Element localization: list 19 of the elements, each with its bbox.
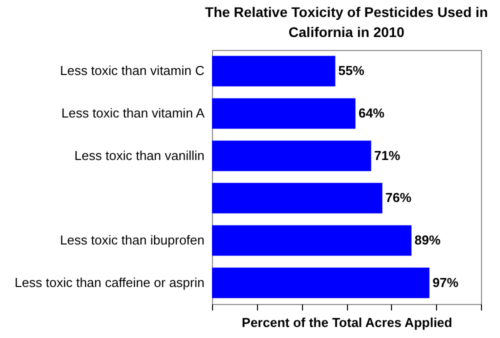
bar — [212, 56, 336, 86]
chart-title: The Relative Toxicity of Pesticides Used in California in 2010 — [205, 4, 488, 40]
y-tick-label: Less toxic than vitamin C — [60, 63, 204, 78]
data-label: 97% — [432, 274, 459, 290]
x-axis-title: Percent of the Total Acres Applied — [242, 315, 452, 330]
data-label: 76% — [385, 190, 412, 206]
bar — [212, 268, 430, 298]
data-label: 71% — [374, 148, 401, 163]
bar — [212, 225, 412, 256]
bar — [212, 182, 382, 214]
y-tick-label: Less toxic than vitamin A — [61, 106, 205, 120]
y-tick-label: Less toxic than ibuprofen — [60, 232, 204, 248]
bar — [212, 98, 356, 129]
data-label: 55% — [338, 63, 365, 78]
bar — [212, 140, 372, 172]
y-tick-label: Less toxic than vanillin — [74, 148, 204, 163]
y-tick-label: Less toxic than caffeine or asprin — [14, 274, 204, 290]
data-label: 89% — [414, 232, 441, 248]
data-label: 64% — [358, 106, 385, 120]
